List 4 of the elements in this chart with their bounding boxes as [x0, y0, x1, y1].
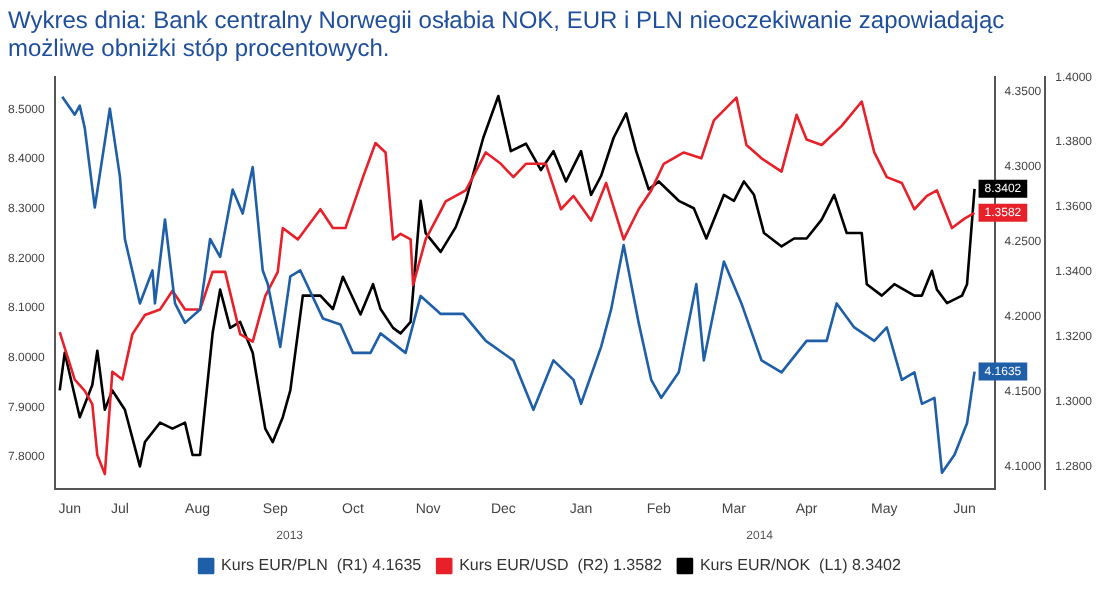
legend-label: Kurs EUR/NOK (L1) 8.3402 [699, 556, 902, 575]
legend-label: Kurs EUR/PLN (R1) 4.1635 [221, 556, 423, 575]
legend-label: Kurs EUR/USD (R2) 1.3582 [459, 556, 664, 575]
chart-title: Wykres dnia: Bank centralny Norwegii osłabia NOK, EUR i PLN nieoczekiwanie zapowiadając możliwe obniżki stóp procentowych. [6, 4, 1007, 66]
